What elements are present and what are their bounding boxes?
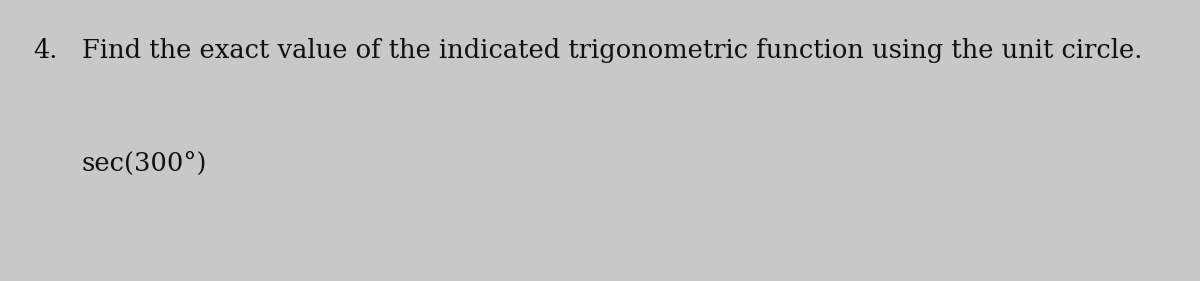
Text: sec(300°): sec(300°)	[82, 151, 206, 175]
Text: 4.: 4.	[34, 38, 58, 63]
Text: Find the exact value of the indicated trigonometric function using the unit circ: Find the exact value of the indicated tr…	[82, 38, 1142, 63]
